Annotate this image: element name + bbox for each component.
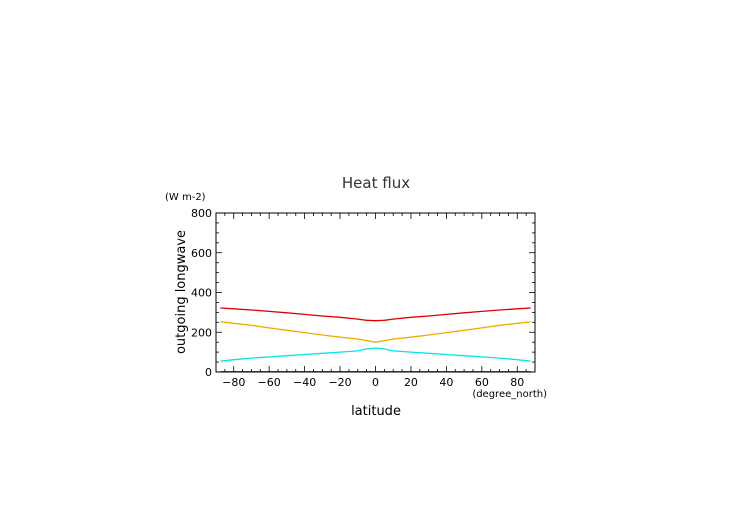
x-axis-label: latitude <box>351 404 401 419</box>
series-line-2 <box>220 321 531 343</box>
x-axis-units: (degree_north) <box>472 389 547 400</box>
y-tick-label: 0 <box>205 366 212 379</box>
chart-title: Heat flux <box>342 174 410 192</box>
y-tick-label: 600 <box>191 247 212 260</box>
x-tick-label: 0 <box>372 376 379 389</box>
x-tick-label: −20 <box>328 376 351 389</box>
x-tick-label: −80 <box>222 376 245 389</box>
x-tick-label: 40 <box>439 376 453 389</box>
x-tick-label: −40 <box>293 376 316 389</box>
y-tick-label: 400 <box>191 287 212 300</box>
x-tick-label: 80 <box>510 376 524 389</box>
y-tick-label: 200 <box>191 326 212 339</box>
x-tick-label: 20 <box>404 376 418 389</box>
y-tick-label: 800 <box>191 207 212 220</box>
x-tick-label: −60 <box>258 376 281 389</box>
x-tick-label: 60 <box>475 376 489 389</box>
series-line-3 <box>220 347 531 362</box>
y-axis-units: (W m-2) <box>165 192 206 203</box>
series-layer <box>220 307 531 373</box>
y-axis-label: outgoing longwave <box>174 230 189 354</box>
series-line-1 <box>220 307 531 322</box>
